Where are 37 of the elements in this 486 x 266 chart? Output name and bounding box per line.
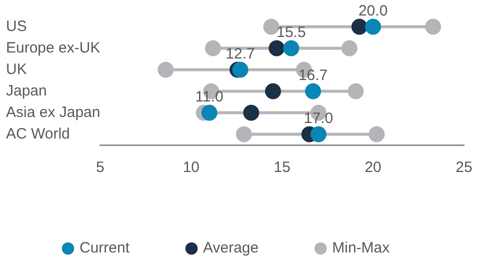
y-tick-label: Asia ex Japan	[6, 104, 100, 121]
y-tick-label: Japan	[6, 82, 47, 100]
point	[265, 83, 282, 100]
point	[348, 83, 364, 100]
point	[204, 40, 221, 56]
point	[158, 62, 174, 78]
point	[368, 126, 385, 142]
y-tick-label: Europe ex-UK	[6, 39, 100, 56]
point	[310, 126, 326, 142]
data-label: 12.7	[226, 45, 255, 62]
point	[263, 18, 280, 35]
data-label: 20.0	[358, 2, 388, 20]
x-tick-label: 15	[274, 159, 290, 176]
point	[201, 104, 218, 121]
point	[236, 126, 252, 142]
point	[341, 40, 358, 56]
x-tick-label: 25	[456, 159, 472, 176]
data-label: 15.5	[276, 24, 306, 41]
legend-label: Min-Max	[332, 240, 390, 257]
point	[268, 40, 285, 56]
x-tick-label: 5	[96, 159, 104, 176]
y-tick-label: US	[6, 18, 27, 35]
point	[425, 18, 442, 35]
x-tick-label: 10	[182, 159, 200, 176]
y-tick-label: AC World	[6, 125, 70, 142]
data-label: 17.0	[304, 110, 334, 127]
legend-label: Average	[203, 240, 259, 257]
point	[243, 104, 260, 121]
point	[283, 40, 300, 56]
legend-label: Current	[80, 240, 130, 257]
data-label: 16.7	[298, 66, 328, 84]
x-tick-label: 20	[364, 159, 382, 176]
point	[351, 18, 368, 35]
point	[365, 18, 382, 35]
point	[305, 83, 322, 100]
data-label: 11.0	[195, 88, 224, 106]
y-tick-label: UK	[6, 60, 27, 78]
